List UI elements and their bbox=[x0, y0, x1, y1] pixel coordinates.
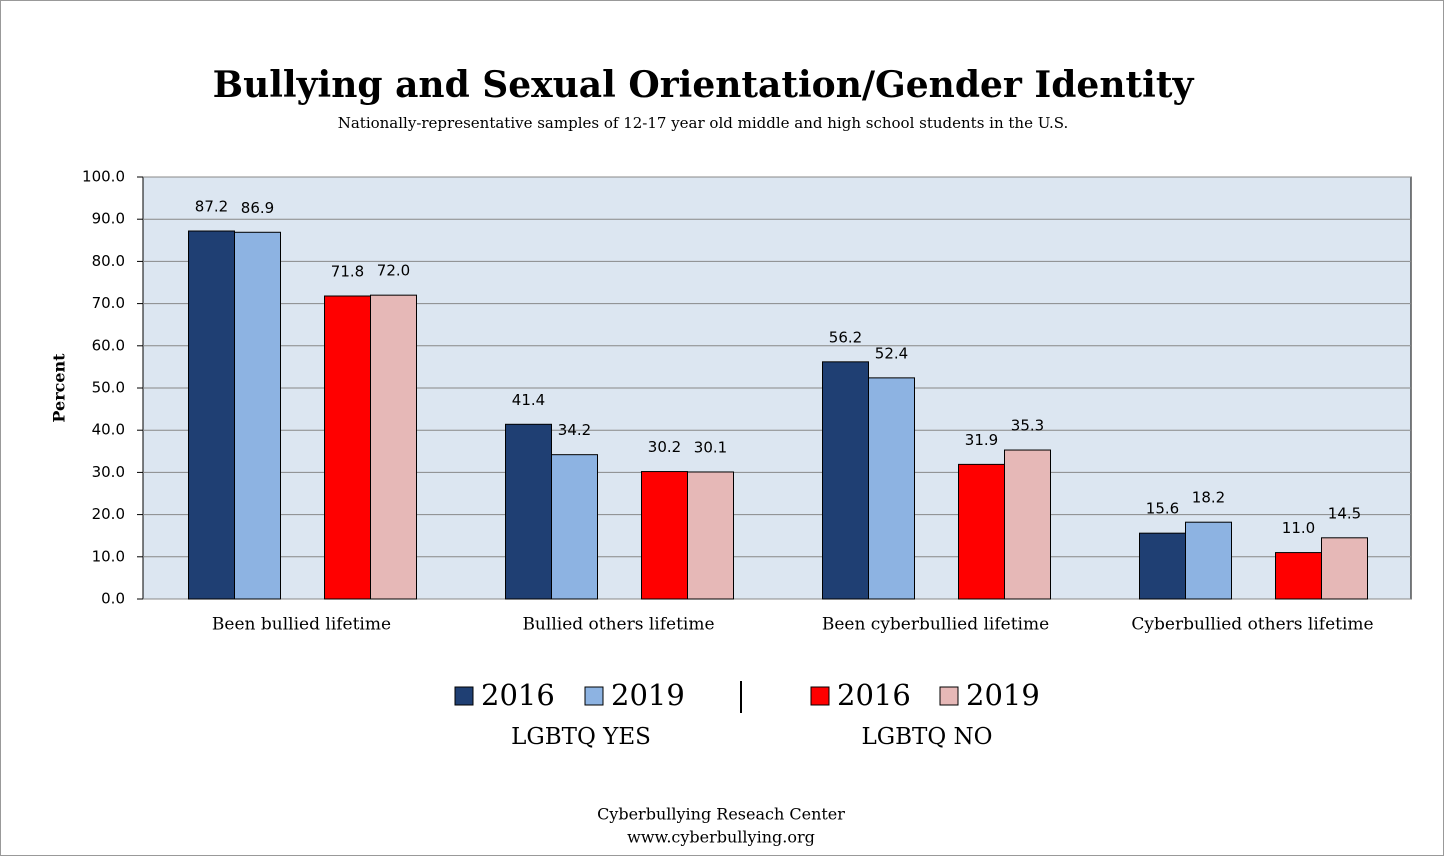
footer: Cyberbullying Reseach Center bbox=[597, 805, 845, 824]
data-label: 56.2 bbox=[829, 328, 862, 346]
y-tick-label: 80.0 bbox=[92, 252, 125, 270]
data-label: 30.1 bbox=[694, 438, 727, 456]
legend-group-label: LGBTQ YES bbox=[511, 724, 651, 750]
y-axis-label: Percent bbox=[50, 353, 69, 423]
data-label: 35.3 bbox=[1011, 417, 1044, 435]
footer: www.cyberbullying.org bbox=[627, 828, 815, 847]
data-label: 34.2 bbox=[558, 421, 591, 439]
y-tick-label: 0.0 bbox=[101, 590, 125, 608]
bar bbox=[370, 294, 417, 600]
bar bbox=[822, 361, 869, 600]
y-tick-label: 20.0 bbox=[92, 505, 125, 523]
bar bbox=[641, 471, 688, 600]
data-label: 31.9 bbox=[965, 431, 998, 449]
legend-label: 2016 bbox=[837, 678, 911, 712]
data-label: 71.8 bbox=[331, 263, 364, 281]
data-label: 14.5 bbox=[1328, 504, 1361, 522]
x-tick-label: Been cyberbullied lifetime bbox=[822, 615, 1049, 635]
bar bbox=[1321, 537, 1368, 600]
legend-swatch bbox=[939, 686, 959, 706]
y-tick-label: 60.0 bbox=[92, 336, 125, 354]
chart-subtitle: Nationally-representative samples of 12-… bbox=[338, 114, 1069, 132]
bar bbox=[505, 423, 552, 600]
legend-swatch bbox=[810, 686, 830, 706]
legend-group-label: LGBTQ NO bbox=[861, 724, 992, 750]
y-tick-label: 50.0 bbox=[92, 379, 125, 397]
x-tick-label: Bullied others lifetime bbox=[522, 615, 714, 635]
legend-label: 2019 bbox=[611, 678, 685, 712]
bar bbox=[234, 231, 281, 600]
data-label: 41.4 bbox=[512, 391, 545, 409]
bar bbox=[551, 454, 598, 600]
y-tick-label: 70.0 bbox=[92, 294, 125, 312]
data-label: 72.0 bbox=[377, 262, 410, 280]
y-tick-label: 100.0 bbox=[82, 168, 125, 186]
legend-swatch bbox=[584, 686, 604, 706]
legend-swatch bbox=[454, 686, 474, 706]
legend-label: 2016 bbox=[481, 678, 555, 712]
bar bbox=[1139, 532, 1186, 600]
bar bbox=[188, 230, 235, 600]
chart-title: Bullying and Sexual Orientation/Gender I… bbox=[213, 64, 1195, 106]
bar bbox=[958, 463, 1005, 600]
bar bbox=[1185, 521, 1232, 600]
bar bbox=[687, 471, 734, 600]
data-label: 18.2 bbox=[1192, 489, 1225, 507]
data-label: 30.2 bbox=[648, 438, 681, 456]
data-label: 86.9 bbox=[241, 199, 274, 217]
data-label: 11.0 bbox=[1282, 519, 1315, 537]
bar bbox=[324, 295, 371, 600]
y-tick-label: 30.0 bbox=[92, 463, 125, 481]
y-tick-label: 10.0 bbox=[92, 547, 125, 565]
y-tick-label: 40.0 bbox=[92, 421, 125, 439]
y-tick-label: 90.0 bbox=[92, 210, 125, 228]
bar bbox=[868, 377, 915, 600]
bar bbox=[1275, 552, 1322, 600]
data-label: 15.6 bbox=[1146, 500, 1179, 518]
data-label: 87.2 bbox=[195, 198, 228, 216]
legend-label: 2019 bbox=[966, 678, 1040, 712]
x-tick-label: Been bullied lifetime bbox=[212, 615, 391, 635]
x-tick-label: Cyberbullied others lifetime bbox=[1131, 615, 1373, 635]
bar bbox=[1004, 449, 1051, 600]
data-label: 52.4 bbox=[875, 344, 908, 362]
